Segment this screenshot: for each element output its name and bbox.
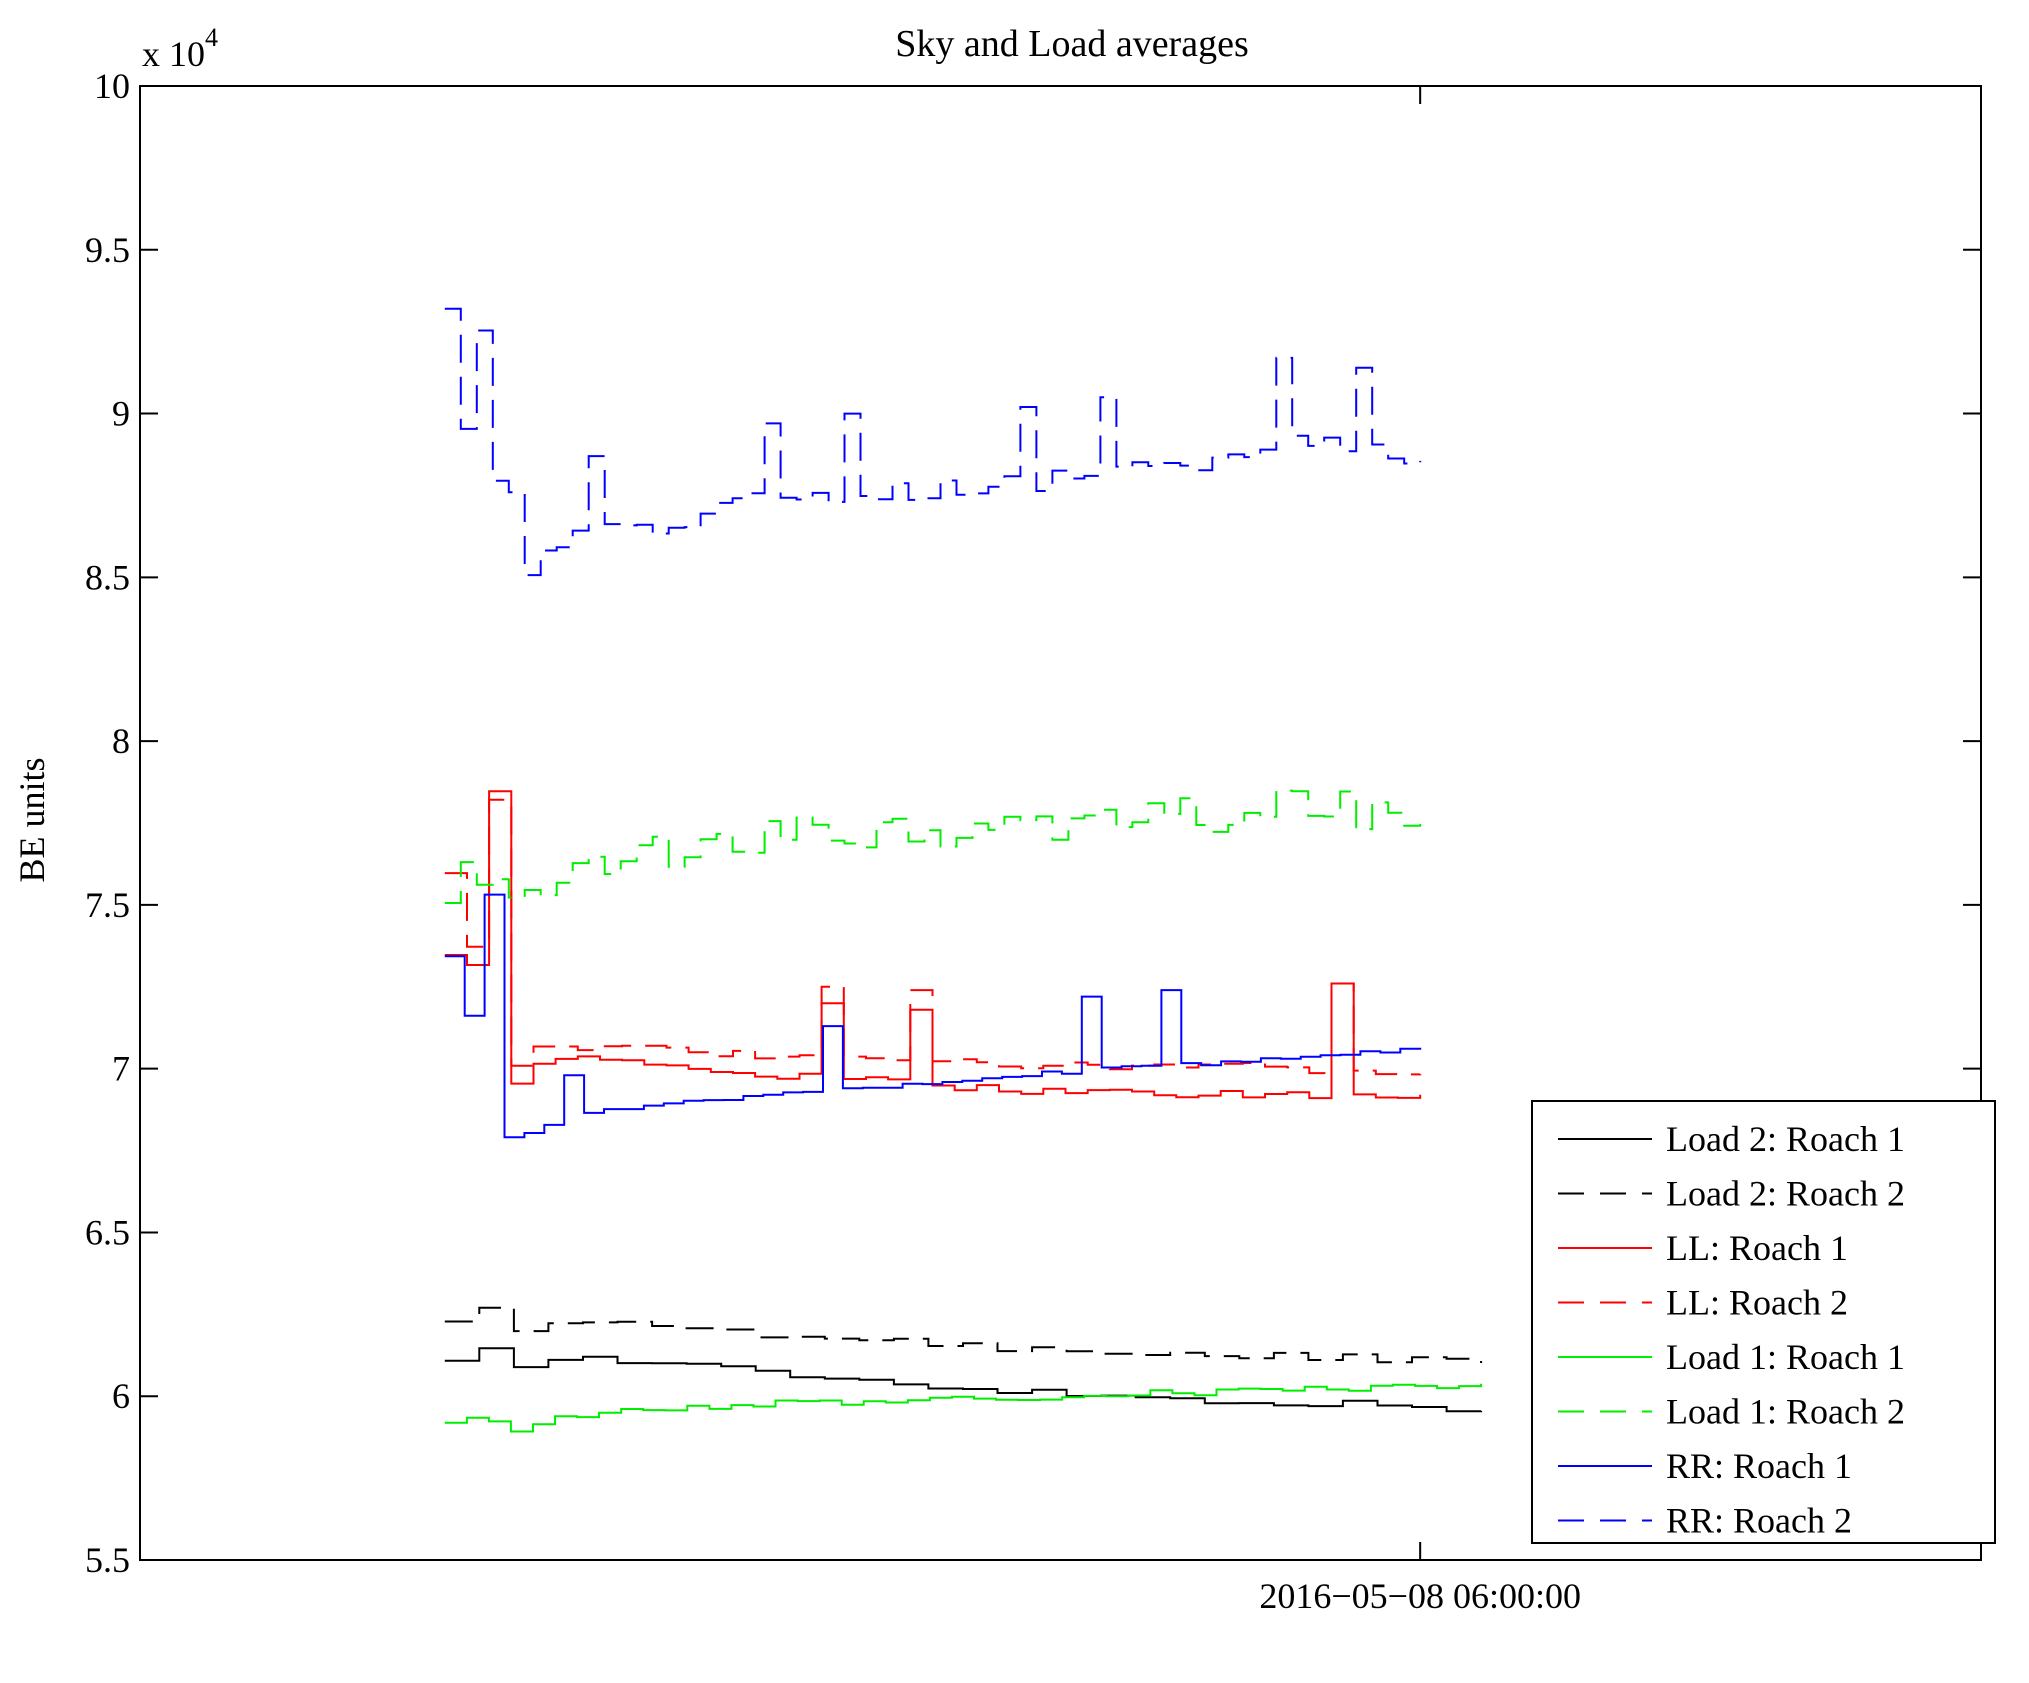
legend-label: RR: Roach 2 [1666,1501,1852,1541]
y-tick-label: 7 [112,1049,130,1089]
legend-label: LL: Roach 2 [1666,1283,1848,1323]
legend-box [1531,1100,1996,1544]
y-tick-label: 9.5 [85,230,130,270]
legend-label: Load 2: Roach 1 [1666,1119,1905,1159]
ticks-layer: 5.5 6 6.5 7 7.5 8 8.5 9 9.5 10 2016−05−08 06:00:00 [85,66,1981,1616]
series-line-7 [444,893,1422,1139]
y-tick-label: 6 [112,1376,130,1416]
y-tick-label: 8 [112,721,130,761]
series-line-5 [444,1383,1483,1433]
y-tick-label: 6.5 [85,1212,130,1252]
y-tick-label: 9 [112,394,130,434]
series-line-4 [444,798,1422,1076]
legend-label: Load 1: Roach 2 [1666,1392,1905,1432]
legend: Load 2: Roach 1 Load 2: Roach 2 LL: Roach … [1531,1100,1996,1544]
y-tick-label: 5.5 [85,1540,130,1580]
series-line-1 [444,1347,1483,1413]
y-exponent-power: 4 [205,23,218,52]
y-tick-label: 7.5 [85,885,130,925]
x-tick-label: 2016−05−08 06:00:00 [1259,1576,1581,1616]
series-line-3 [444,790,1422,1100]
series-layer [444,307,1483,1433]
legend-label: Load 2: Roach 2 [1666,1174,1905,1214]
y-exponent-base: x 10 [142,34,205,74]
chart-title: Sky and Load averages [895,23,1249,65]
plot-area [139,85,1982,1561]
series-line-6 [444,789,1422,904]
legend-label: Load 1: Roach 1 [1666,1337,1905,1377]
series-line-2 [444,1306,1483,1364]
series-line-8 [444,307,1422,577]
legend-label: LL: Roach 1 [1666,1228,1848,1268]
y-tick-label: 10 [94,66,130,106]
y-tick-label: 8.5 [85,557,130,597]
y-axis-label: BE units [12,757,52,882]
y-exponent-label: x 104 [142,23,218,74]
legend-label: RR: Roach 1 [1666,1446,1852,1486]
